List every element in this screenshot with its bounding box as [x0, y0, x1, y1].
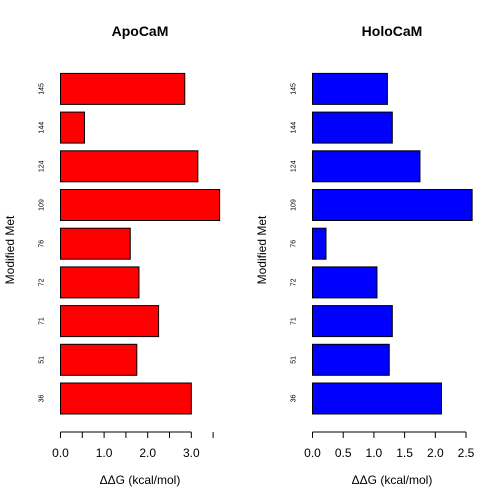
x-tick-label: 2.0: [427, 446, 444, 460]
panel-0: ApoCaM Modified Met ΔΔG (kcal/mol) 36 51 71 72…: [3, 23, 221, 487]
bar-36: [312, 382, 442, 415]
category-label-51: 51: [38, 356, 45, 364]
category-label-124: 124: [290, 160, 297, 172]
bar-72: [60, 266, 140, 299]
bar-144: [312, 111, 393, 144]
category-label-144: 144: [290, 122, 297, 134]
bar-71: [312, 305, 393, 338]
category-label-51: 51: [290, 356, 297, 364]
category-label-76: 76: [290, 240, 297, 248]
x-tick-label: 3.0: [183, 446, 200, 460]
x-axis-label: ΔΔG (kcal/mol): [100, 473, 181, 487]
chart-title: ApoCaM: [112, 23, 169, 39]
bar-51: [60, 343, 138, 376]
bar-72: [312, 266, 378, 299]
category-label-124: 124: [38, 160, 45, 172]
panel-1: HoloCaM Modified Met ΔΔG (kcal/mol) 36 51 71 7…: [255, 23, 475, 487]
x-tick-label: 0.5: [335, 446, 352, 460]
bar-36: [60, 382, 192, 415]
x-tick-label: 0.0: [304, 446, 321, 460]
category-label-36: 36: [290, 395, 297, 403]
bar-76: [60, 227, 131, 260]
x-tick-label: 2.0: [139, 446, 156, 460]
bar-124: [312, 150, 421, 183]
bar-124: [60, 150, 199, 183]
x-tick-label: 1.5: [396, 446, 413, 460]
category-label-71: 71: [290, 317, 297, 325]
bar-144: [60, 111, 85, 144]
category-label-109: 109: [38, 199, 45, 211]
category-label-145: 145: [38, 83, 45, 95]
y-axis-label: Modified Met: [255, 215, 269, 284]
bar-145: [312, 72, 388, 105]
bar-71: [60, 305, 160, 338]
x-axis-label: ΔΔG (kcal/mol): [352, 473, 433, 487]
bar-109: [60, 189, 221, 221]
category-label-144: 144: [38, 122, 45, 134]
bar-109: [312, 189, 473, 221]
x-tick-label: 0.0: [52, 446, 69, 460]
bar-51: [312, 343, 390, 376]
x-tick-label: 2.5: [458, 446, 475, 460]
x-tick-label: 1.0: [96, 446, 113, 460]
category-label-76: 76: [38, 240, 45, 248]
category-label-72: 72: [38, 278, 45, 286]
chart-title: HoloCaM: [362, 23, 423, 39]
bar-145: [60, 72, 186, 105]
category-label-145: 145: [290, 83, 297, 95]
x-tick-label: 1.0: [366, 446, 383, 460]
category-label-109: 109: [290, 199, 297, 211]
category-label-72: 72: [290, 278, 297, 286]
y-axis-label: Modified Met: [3, 215, 17, 284]
category-label-36: 36: [38, 395, 45, 403]
bar-76: [312, 227, 327, 260]
category-label-71: 71: [38, 317, 45, 325]
